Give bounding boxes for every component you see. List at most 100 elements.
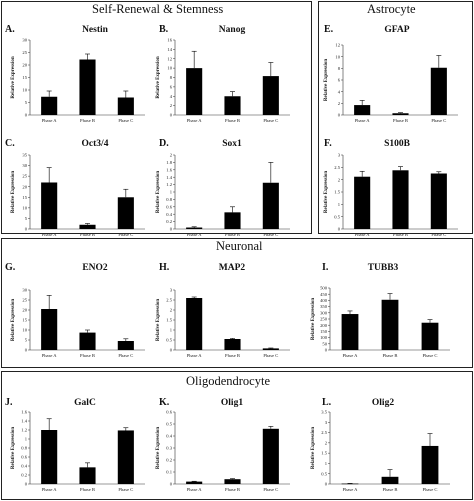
x-category-label: Phase A (187, 118, 203, 123)
y-tick-label: 0 (25, 227, 28, 232)
bar-phase-b (392, 113, 409, 115)
y-tick-label: 1 (325, 461, 328, 466)
bar-phase-a (41, 309, 58, 350)
x-category-label: Phase A (42, 487, 58, 492)
x-category-label: Phase B (393, 232, 408, 237)
x-category-label: Phase C (431, 118, 446, 123)
y-axis-label: Relative Expression (11, 56, 16, 98)
y-tick-label: 0.8 (166, 197, 172, 202)
x-category-label: Phase A (187, 487, 203, 492)
panel-i: I. TUBB3 Relative Expression 0 5010015020025… (311, 262, 450, 358)
panel-k: K. Olig1 Relative Expression 0 0.1 0.2 0.3 0.4 0… (156, 397, 290, 492)
y-tick-label: 15 (22, 195, 27, 200)
y-tick-label: 0 (170, 482, 173, 487)
bar-phase-a (41, 430, 58, 484)
panel-letter: E. (324, 24, 334, 35)
panel-letter: D. (159, 138, 169, 149)
bar-phase-b (224, 479, 241, 484)
y-tick-label: 0.5 (166, 422, 172, 427)
y-tick-label: 16 (167, 38, 172, 43)
y-tick-label: 100 (320, 335, 328, 340)
y-tick-label: 10 (22, 328, 27, 333)
y-tick-label: 8 (338, 66, 341, 71)
y-tick-label: 0.8 (21, 446, 27, 451)
astrocyte-section (318, 1, 473, 234)
panel-letter: H. (159, 262, 170, 273)
bar-phase-c (421, 322, 439, 350)
x-category-label: Phase B (225, 487, 240, 492)
bar-phase-b (392, 170, 409, 229)
x-category-label: Phase C (118, 232, 133, 237)
panel-letter: B. (159, 24, 169, 35)
y-tick-label: 6 (170, 84, 173, 89)
bar-phase-c (262, 428, 279, 484)
x-category-label: Phase B (225, 232, 240, 237)
y-tick-label: 1 (338, 202, 341, 207)
panel-title: S100B (384, 139, 411, 149)
bar-phase-b (224, 212, 241, 229)
x-category-label: Phase A (187, 232, 203, 237)
bar-phase-a (341, 314, 359, 350)
y-tick-label: 4 (338, 89, 341, 94)
bar-phase-a (354, 176, 371, 229)
bar-phase-c (117, 341, 134, 350)
bar-phase-b (79, 59, 96, 115)
y-tick-label: 15 (22, 75, 27, 80)
y-axis-label: Relative Expression (156, 56, 161, 98)
x-category-label: Phase B (80, 353, 95, 358)
y-tick-label: 2 (325, 440, 328, 445)
y-tick-label: 1 (170, 328, 173, 333)
panel-b: B. Nanog Relative Expression 0 2 4 6 8 10 12 14 16 P… (156, 24, 290, 123)
panel-letter: K. (159, 397, 170, 408)
y-axis-label: Relative Expression (11, 171, 16, 213)
y-tick-label: 0 (338, 113, 341, 118)
x-category-label: Phase C (423, 353, 438, 358)
y-axis-label: Relative Expression (311, 298, 316, 340)
oligodendrocyte-section (1, 371, 473, 500)
y-tick-label: 10 (335, 54, 340, 59)
bar-phase-a (41, 182, 58, 229)
y-tick-label: 2.5 (166, 298, 172, 303)
y-tick-label: 0.6 (21, 455, 27, 460)
self-renewal-section (1, 1, 312, 234)
bar-phase-b (79, 332, 96, 350)
y-tick-label: 0 (170, 227, 173, 232)
y-tick-label: 350 (320, 304, 328, 309)
self-renewal-section-title: Self-Renewal & Stemness (92, 2, 224, 16)
astrocyte-section-title: Astrocyte (367, 2, 416, 16)
y-tick-label: 2 (170, 308, 173, 313)
panel-title: ENO2 (82, 263, 108, 273)
x-category-label: Phase B (80, 487, 95, 492)
y-tick-label: 3 (170, 288, 173, 293)
bar-phase-a (186, 481, 203, 484)
y-tick-label: 1.5 (334, 190, 340, 195)
y-tick-label: 12 (167, 56, 172, 61)
bar-phase-a (354, 105, 371, 115)
y-tick-label: 3 (325, 420, 328, 425)
y-tick-label: 20 (22, 308, 27, 313)
y-tick-label: 0.4 (166, 434, 172, 439)
y-tick-label: 3.5 (321, 410, 327, 415)
bar-phase-a (186, 68, 203, 115)
y-tick-label: 2 (338, 177, 341, 182)
y-tick-label: 0.5 (334, 214, 340, 219)
y-tick-label: 5 (25, 338, 28, 343)
y-tick-label: 0 (325, 348, 328, 353)
y-tick-label: 0.6 (166, 410, 172, 415)
bar-phase-b (381, 299, 399, 350)
panel-letter: G. (5, 262, 16, 273)
y-tick-label: 2.5 (321, 430, 327, 435)
y-tick-label: 200 (320, 323, 328, 328)
x-category-label: Phase B (393, 118, 408, 123)
x-category-label: Phase C (431, 232, 446, 237)
y-tick-label: 25 (22, 174, 27, 179)
y-tick-label: 400 (320, 298, 328, 303)
y-tick-label: 8 (170, 75, 173, 80)
x-category-label: Phase A (42, 232, 58, 237)
y-tick-label: 1.5 (166, 318, 172, 323)
panel-letter: C. (5, 138, 15, 149)
y-tick-label: 20 (22, 184, 27, 189)
bar-phase-a (186, 227, 203, 229)
y-axis-label: Relative Expression (156, 299, 161, 341)
